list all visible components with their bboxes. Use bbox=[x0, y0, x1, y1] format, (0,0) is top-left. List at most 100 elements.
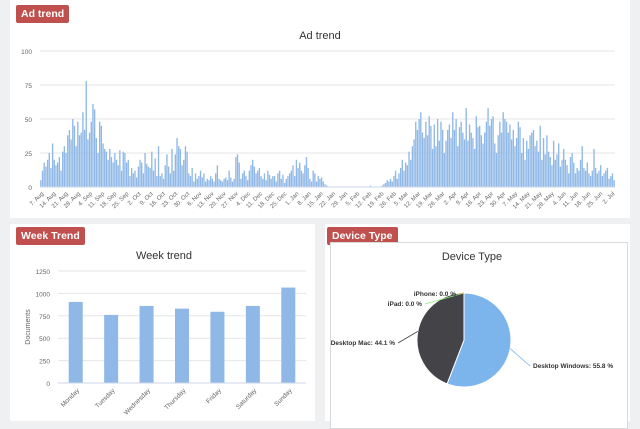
chart-bar bbox=[238, 162, 240, 187]
chart-bar bbox=[161, 173, 163, 187]
chart-bar bbox=[500, 132, 503, 187]
week-trend-panel bbox=[10, 224, 315, 421]
chart-bar bbox=[67, 135, 69, 187]
chart-bar bbox=[438, 140, 440, 187]
chart-bar bbox=[231, 181, 234, 187]
chart-bar bbox=[171, 148, 173, 187]
chart-bar bbox=[593, 148, 595, 187]
y-tick-label: 750 bbox=[39, 314, 50, 321]
pie-slice bbox=[416, 292, 465, 385]
chart-bar bbox=[132, 173, 134, 187]
y-tick-label: 0 bbox=[46, 381, 50, 388]
chart-bar bbox=[166, 154, 168, 187]
chart-bar bbox=[97, 153, 99, 187]
y-tick-label: 75 bbox=[25, 83, 33, 90]
y-tick-label: 1250 bbox=[36, 269, 51, 276]
chart-bar bbox=[208, 180, 210, 187]
chart-bar bbox=[509, 124, 511, 187]
y-tick-label: 50 bbox=[25, 117, 33, 124]
chart-bar bbox=[581, 146, 583, 187]
chart-bar bbox=[561, 159, 563, 187]
chart-bar bbox=[213, 181, 215, 187]
chart-bar bbox=[78, 135, 81, 187]
chart-bar bbox=[172, 170, 175, 187]
chart-bar bbox=[139, 305, 154, 383]
x-tick-label: 2. Jul bbox=[602, 191, 616, 205]
chart-bar bbox=[70, 139, 72, 187]
week-trend-chart: Week trend 0 250 500 750 1000 1250 Documents Mon… bbox=[25, 250, 306, 417]
chart-bar bbox=[578, 170, 580, 187]
chart-bar bbox=[253, 166, 256, 187]
chart-bar bbox=[448, 124, 451, 187]
chart-bar bbox=[100, 125, 103, 187]
chart-bar bbox=[120, 170, 123, 187]
chart-bar bbox=[381, 185, 383, 187]
chart-bar bbox=[482, 143, 484, 187]
chart-bar bbox=[388, 181, 390, 187]
chart-bar bbox=[65, 153, 67, 187]
chart-bar bbox=[104, 148, 106, 187]
chart-bar bbox=[566, 165, 568, 187]
chart-bar bbox=[391, 181, 393, 187]
chart-bar bbox=[233, 178, 235, 187]
chart-bar bbox=[287, 176, 289, 187]
chart-bar bbox=[314, 173, 316, 187]
chart-bar bbox=[441, 129, 444, 187]
chart-bar bbox=[410, 159, 412, 187]
pie-label: Desktop Mac: 44.1 % bbox=[331, 340, 396, 347]
chart-bar bbox=[322, 181, 324, 187]
chart-bar bbox=[312, 170, 314, 187]
chart-bar bbox=[319, 178, 321, 187]
chart-bar bbox=[526, 140, 528, 187]
chart-bar bbox=[189, 176, 192, 187]
chart-bar bbox=[470, 132, 472, 187]
chart-bar bbox=[40, 180, 42, 187]
chart-bar bbox=[63, 146, 66, 187]
chart-bar bbox=[610, 176, 612, 187]
chart-bar bbox=[55, 165, 57, 187]
x-tick-label: Wednesday bbox=[123, 387, 153, 417]
chart-bar bbox=[556, 154, 558, 187]
chart-bar bbox=[492, 116, 494, 187]
x-tick-label: Friday bbox=[205, 387, 223, 405]
y-tick-label: 1000 bbox=[36, 291, 51, 298]
y-tick-label: 250 bbox=[39, 359, 50, 366]
chart-bar bbox=[440, 121, 442, 187]
chart-bar bbox=[169, 173, 171, 187]
chart-bar bbox=[281, 287, 296, 383]
chart-bar bbox=[56, 162, 59, 187]
chart-bar bbox=[199, 170, 202, 187]
chart-bar bbox=[119, 150, 121, 187]
chart-bar bbox=[137, 166, 140, 187]
chart-bar bbox=[435, 146, 437, 187]
chart-bar bbox=[547, 151, 550, 187]
chart-bar bbox=[369, 185, 372, 187]
chart-bar bbox=[282, 174, 284, 187]
chart-bar bbox=[184, 146, 187, 187]
chart-bar bbox=[522, 138, 525, 187]
pie-label: iPhone: 0.0 % bbox=[414, 291, 456, 298]
chart-bar bbox=[283, 182, 286, 187]
chart-bar bbox=[270, 178, 272, 187]
chart-bar bbox=[107, 159, 109, 187]
chart-bar bbox=[546, 135, 548, 187]
chart-bar bbox=[489, 125, 491, 187]
chart-bar bbox=[468, 124, 471, 187]
chart-bar bbox=[130, 167, 133, 187]
chart-bar bbox=[136, 177, 138, 187]
chart-bar bbox=[584, 170, 587, 187]
chart-bar bbox=[215, 173, 217, 187]
chart-bar bbox=[99, 121, 101, 187]
chart-bar bbox=[258, 167, 261, 187]
chart-bar bbox=[257, 170, 259, 187]
x-tick-label: Tuesday bbox=[94, 387, 117, 410]
chart-bar bbox=[532, 129, 535, 187]
chart-bar bbox=[144, 153, 146, 187]
chart-bar bbox=[277, 173, 279, 187]
pie-label: Desktop Windows: 55.8 % bbox=[533, 363, 613, 370]
chart-bar bbox=[179, 148, 182, 187]
chart-bar bbox=[174, 154, 177, 187]
chart-bar bbox=[598, 170, 600, 187]
chart-bar bbox=[411, 146, 414, 187]
